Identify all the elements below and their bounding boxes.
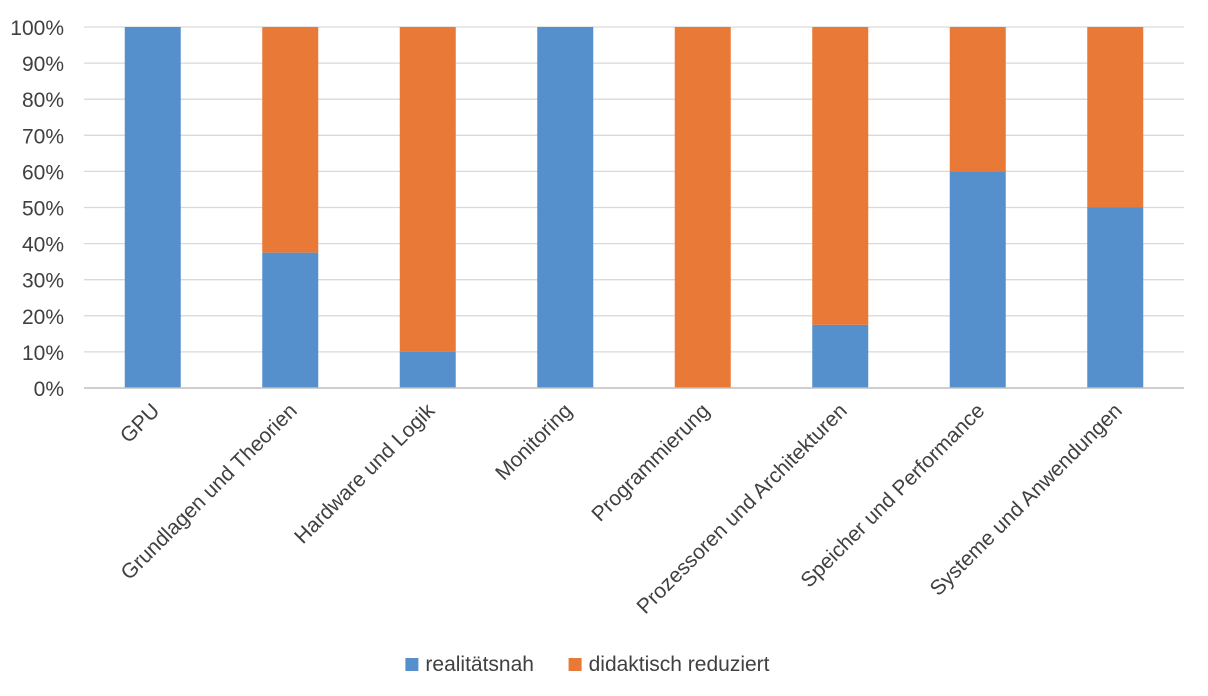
bar-segment bbox=[812, 27, 869, 325]
y-tick-label: 60% bbox=[22, 161, 64, 184]
bar-segment bbox=[399, 27, 456, 352]
x-tick-label: Hardware und Logik bbox=[290, 399, 440, 549]
bar-segment bbox=[124, 27, 181, 388]
x-tick-label: Programmierung bbox=[587, 399, 714, 526]
legend-swatch bbox=[405, 658, 419, 671]
y-tick-label: 90% bbox=[22, 53, 64, 76]
y-tick-label: 10% bbox=[22, 342, 64, 365]
bar-segment bbox=[537, 27, 594, 388]
y-tick-label: 100% bbox=[10, 17, 64, 40]
grid-layer bbox=[84, 26, 1184, 353]
legend-label: realitätsnah bbox=[425, 653, 534, 676]
bar-segment bbox=[1087, 207, 1144, 388]
bar-segment bbox=[1087, 27, 1144, 208]
legend-label: didaktisch reduziert bbox=[589, 653, 770, 676]
x-tick-label: GPU bbox=[116, 399, 164, 447]
y-tick-label: 20% bbox=[22, 306, 64, 329]
bar-segment bbox=[949, 171, 1006, 388]
y-tick-label: 0% bbox=[34, 378, 64, 401]
bar-segment bbox=[949, 27, 1006, 172]
bar-layer bbox=[124, 27, 1144, 388]
y-tick-label: 30% bbox=[22, 270, 64, 293]
bar-segment bbox=[262, 27, 319, 253]
y-tick-label: 40% bbox=[22, 234, 64, 257]
x-tick-label: Monitoring bbox=[491, 399, 577, 485]
y-tick-label: 80% bbox=[22, 89, 64, 112]
y-tick-label: 70% bbox=[22, 125, 64, 148]
bar-segment bbox=[812, 324, 869, 388]
axis-layer: 0%10%20%30%40%50%60%70%80%90%100%GPUGrun… bbox=[10, 17, 1184, 619]
bar-segment bbox=[674, 27, 731, 388]
y-tick-label: 50% bbox=[22, 198, 64, 221]
legend: realitätsnah didaktisch reduziert bbox=[405, 653, 770, 676]
bar-segment bbox=[262, 252, 319, 388]
bar-segment bbox=[399, 351, 456, 388]
legend-swatch bbox=[568, 658, 582, 671]
